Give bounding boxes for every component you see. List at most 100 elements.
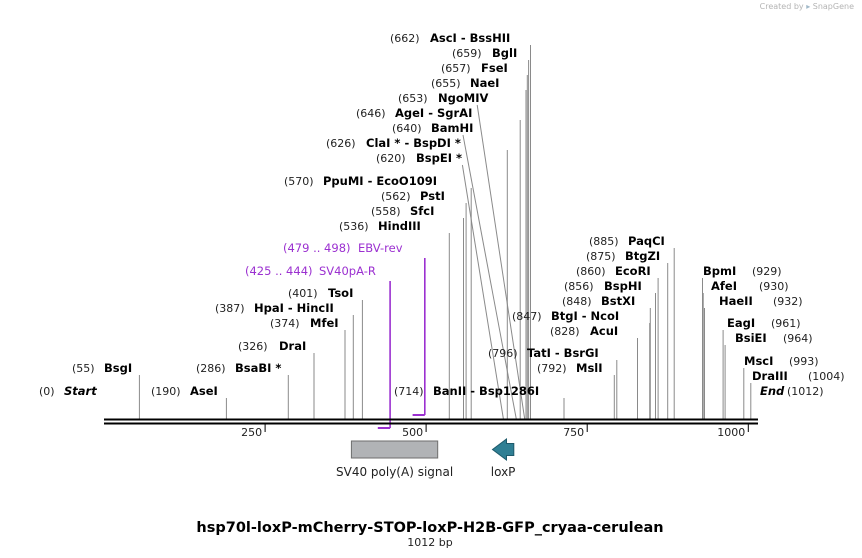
enzyme-label-ppumi-ecoo109i[interactable]: (570) PpuMI - EcoO109I <box>284 174 437 188</box>
enzyme-label-bamhi[interactable]: (640) BamHI <box>392 121 473 135</box>
enzyme-name: BsgI <box>104 361 132 375</box>
axis-ticks: 250 500 750 1000 <box>241 424 749 439</box>
feature-sv40-poly-a-signal[interactable]: SV40 poly(A) signal <box>336 440 453 479</box>
enzyme-position: (961) <box>771 317 801 330</box>
enzyme-position: (1012) <box>787 385 824 398</box>
enzyme-name: BpmI <box>703 264 736 278</box>
enzyme-name: MslI <box>576 361 603 375</box>
enzyme-label-btgi-ncoi[interactable]: (847) BtgI - NcoI <box>512 309 619 323</box>
enzyme-position: (856) <box>564 280 594 293</box>
enzyme-position: (286) <box>196 362 226 375</box>
enzyme-label-afei[interactable]: AfeI (930) <box>711 279 789 293</box>
enzyme-label-msci[interactable]: MscI (993) <box>744 354 819 368</box>
feature-track: SV40 poly(A) signal loxP <box>336 438 516 479</box>
enzyme-label-bgli[interactable]: (659) BglI <box>452 46 517 60</box>
enzyme-name: PaqCI <box>628 234 665 248</box>
enzyme-name: DraIII <box>752 369 788 383</box>
enzyme-name: BspEI * <box>416 151 462 165</box>
enzyme-position: (847) <box>512 310 542 323</box>
enzyme-label-ngomiv[interactable]: (653) NgoMIV <box>398 91 488 105</box>
credit-brand: SnapGene <box>812 2 854 11</box>
primer-annotations: (425 .. 444) SV40pA-R (479 .. 498) EBV-rev <box>245 241 426 429</box>
enzyme-position: (55) <box>72 362 95 375</box>
enzyme-position: (930) <box>759 280 789 293</box>
enzyme-name: TatI - BsrGI <box>527 346 599 360</box>
enzyme-name: DraI <box>279 339 306 353</box>
enzyme-name: EagI <box>727 316 755 330</box>
enzyme-label-asci-bsshii[interactable]: (662) AscI - BssHII <box>390 31 510 45</box>
tick-label: 250 <box>241 426 262 439</box>
enzyme-label-naei[interactable]: (655) NaeI <box>431 76 499 90</box>
enzyme-label-draiii[interactable]: DraIII (1004) <box>752 369 845 383</box>
enzyme-label-start[interactable]: (0) Start <box>39 384 97 398</box>
enzyme-position: (326) <box>238 340 268 353</box>
enzyme-label-acui[interactable]: (828) AcuI <box>550 324 618 338</box>
primer-ebv-rev[interactable]: (479 .. 498) EBV-rev <box>283 241 426 416</box>
enzyme-label-hindiii[interactable]: (536) HindIII <box>339 219 421 233</box>
enzyme-label-asei[interactable]: (190) AseI <box>151 384 218 398</box>
snapgene-logo-icon: ▸ <box>806 2 811 11</box>
enzyme-position: (792) <box>537 362 567 375</box>
enzyme-label-bstxi[interactable]: (848) BstXI <box>562 294 635 308</box>
enzyme-position: (653) <box>398 92 428 105</box>
enzyme-label-psti[interactable]: (562) PstI <box>381 189 445 203</box>
enzyme-label-hpai-hincii[interactable]: (387) HpaI - HincII <box>215 301 334 315</box>
enzyme-position: (796) <box>488 347 518 360</box>
primer-name: SV40pA-R <box>319 264 376 278</box>
enzyme-position: (993) <box>789 355 819 368</box>
feature-loxp[interactable]: loxP <box>491 438 516 479</box>
enzyme-name: BsaBI * <box>235 361 281 375</box>
enzyme-labels: (0) Start (55) BsgI (190) AseI (286) BsaBI * (32… <box>39 31 845 398</box>
enzyme-name: PstI <box>420 189 445 203</box>
enzyme-name: AscI - BssHII <box>430 31 510 45</box>
enzyme-label-ecori[interactable]: (860) EcoRI <box>576 264 651 278</box>
enzyme-name: BsiEI <box>735 331 767 345</box>
enzyme-name: BamHI <box>431 121 473 135</box>
enzyme-name: HpaI - HincII <box>254 301 334 315</box>
enzyme-name: SfcI <box>410 204 434 218</box>
enzyme-label-end[interactable]: End (1012) <box>760 384 824 398</box>
enzyme-label-sfci[interactable]: (558) SfcI <box>371 204 434 218</box>
enzyme-name: MfeI <box>310 316 339 330</box>
enzyme-label-haeii[interactable]: HaeII (932) <box>719 294 803 308</box>
enzyme-position: (1004) <box>808 370 845 383</box>
enzyme-name: BspHI <box>604 279 642 293</box>
enzyme-label-bsgi[interactable]: (55) BsgI <box>72 361 132 375</box>
enzyme-name: NgoMIV <box>438 91 488 105</box>
enzyme-position: (387) <box>215 302 245 315</box>
enzyme-label-fsei[interactable]: (657) FseI <box>441 61 508 75</box>
map-title: hsp70l-loxP-mCherry-STOP-loxP-H2B-GFP_cr… <box>196 520 663 536</box>
enzyme-label-bspei[interactable]: (620) BspEI * <box>376 151 462 165</box>
enzyme-label-tati-bsrgi[interactable]: (796) TatI - BsrGI <box>488 346 599 360</box>
sequence-length: 1012 bp <box>407 536 452 549</box>
enzyme-label-mfei[interactable]: (374) MfeI <box>270 316 339 330</box>
cut-site-line-bamhi <box>462 134 517 420</box>
enzyme-label-eagi[interactable]: EagI (961) <box>727 316 801 330</box>
enzyme-leader-lines <box>138 45 752 420</box>
enzyme-position: (558) <box>371 205 401 218</box>
enzyme-name: BanII - Bsp1286I <box>433 384 539 398</box>
primer-sv40pa-r[interactable]: (425 .. 444) SV40pA-R <box>245 264 391 429</box>
credit-prefix: Created by <box>759 2 804 11</box>
enzyme-label-bsiei[interactable]: BsiEI (964) <box>735 331 813 345</box>
enzyme-name: BtgZI <box>625 249 660 263</box>
enzyme-label-bsabi[interactable]: (286) BsaBI * <box>196 361 281 375</box>
enzyme-name: ClaI * - BspDI * <box>366 136 461 150</box>
enzyme-label-btgzi[interactable]: (875) BtgZI <box>586 249 660 263</box>
cut-site-line-bspei <box>461 164 504 420</box>
enzyme-label-banii-bsp1286i[interactable]: (714) BanII - Bsp1286I <box>394 384 539 398</box>
enzyme-position: (929) <box>752 265 782 278</box>
enzyme-label-msli[interactable]: (792) MslI <box>537 361 603 375</box>
enzyme-label-agei-sgrai[interactable]: (646) AgeI - SgrAI <box>356 106 472 120</box>
enzyme-label-tsoi[interactable]: (401) TsoI <box>288 286 353 300</box>
enzyme-label-bsphi[interactable]: (856) BspHI <box>564 279 642 293</box>
enzyme-label-bpmi[interactable]: BpmI (929) <box>703 264 782 278</box>
enzyme-position: (828) <box>550 325 580 338</box>
tick-label: 500 <box>402 426 423 439</box>
enzyme-name: Start <box>64 384 97 398</box>
enzyme-label-paqci[interactable]: (885) PaqCI <box>589 234 665 248</box>
enzyme-position: (657) <box>441 62 471 75</box>
enzyme-label-clai-bspdi[interactable]: (626) ClaI * - BspDI * <box>326 136 461 150</box>
enzyme-label-drai[interactable]: (326) DraI <box>238 339 306 353</box>
